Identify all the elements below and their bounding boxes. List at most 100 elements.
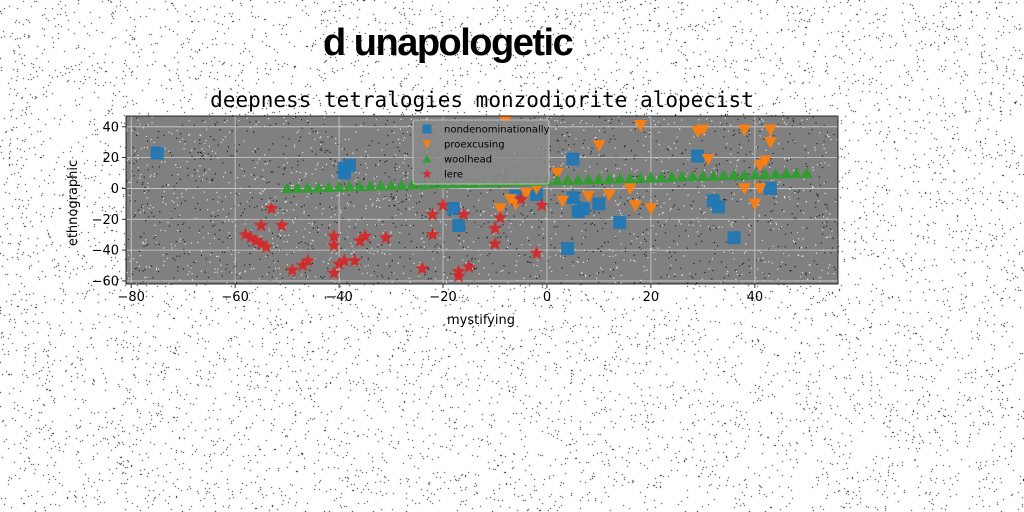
data-point: [274, 218, 289, 232]
y-tick-label: −40: [92, 244, 119, 259]
data-point: [737, 183, 751, 195]
data-point: [529, 245, 544, 260]
data-point: [582, 190, 596, 203]
data-point: [691, 149, 705, 163]
data-point: [748, 168, 761, 180]
data-point: [717, 169, 730, 181]
series-lere: [238, 191, 549, 283]
data-point: [358, 228, 373, 243]
data-point: [613, 172, 626, 184]
data-point: [487, 221, 503, 235]
legend-label: nondenominationally: [444, 125, 550, 136]
data-point: [758, 155, 772, 168]
plot-frame: [125, 115, 839, 285]
data-point: [711, 200, 725, 214]
data-point: [655, 171, 668, 183]
data-point: [759, 168, 772, 180]
data-point: [326, 265, 341, 280]
x-axis-label: mystifying: [447, 313, 515, 328]
data-point: [534, 197, 549, 212]
data-point: [753, 183, 767, 195]
legend-marker: [422, 154, 432, 163]
data-point: [238, 227, 253, 241]
data-point: [644, 171, 657, 183]
data-point: [530, 183, 544, 195]
legend-label: proexcusing: [444, 140, 505, 151]
data-point: [254, 236, 269, 250]
data-point: [451, 268, 466, 283]
data-point: [150, 146, 164, 160]
data-point: [353, 180, 366, 192]
legend-item: proexcusing: [422, 140, 505, 151]
data-point: [405, 178, 418, 190]
data-point: [624, 172, 637, 184]
data-point: [446, 201, 460, 215]
data-point: [456, 207, 471, 221]
data-point: [374, 179, 387, 191]
data-point: [461, 259, 477, 274]
data-point: [602, 189, 616, 202]
legend-label: lere: [444, 170, 463, 181]
data-point: [259, 239, 274, 254]
data-point: [727, 231, 741, 245]
data-point: [676, 170, 689, 182]
chart-title: deepness tetralogies monzodiorite alopec…: [210, 88, 754, 112]
data-point: [513, 191, 529, 206]
data-point: [312, 181, 325, 193]
data-point: [634, 171, 647, 183]
data-point: [763, 181, 777, 195]
legend-item: lere: [422, 168, 463, 181]
data-point: [592, 173, 605, 184]
data-point: [613, 215, 627, 229]
data-point: [364, 179, 377, 191]
legend-item: woolhead: [422, 154, 492, 166]
data-point: [603, 172, 616, 184]
data-point: [566, 152, 580, 166]
data-point: [281, 182, 294, 194]
data-point: [763, 137, 777, 149]
data-point: [332, 256, 347, 270]
data-point: [696, 170, 709, 181]
data-point: [686, 170, 699, 182]
data-point: [395, 179, 408, 190]
legend-label: woolhead: [444, 155, 492, 166]
data-point: [623, 183, 637, 195]
y-axis-label: ethnographic: [66, 160, 81, 246]
data-point: [566, 191, 580, 205]
data-point: [343, 180, 356, 192]
data-point: [352, 233, 367, 247]
legend: nondenominationally proexcusing woolhead le…: [412, 119, 550, 185]
data-point: [300, 253, 315, 267]
plot-noise: [126, 116, 839, 286]
y-tick-label: 40: [102, 120, 119, 135]
data-point: [592, 140, 606, 152]
data-point: [425, 207, 440, 221]
x-tick-label: −20: [429, 290, 456, 305]
data-point: [347, 253, 362, 267]
data-point: [576, 201, 590, 215]
data-point: [550, 167, 564, 180]
data-point: [337, 253, 352, 267]
figure-suptitle: d unapologetic: [323, 22, 574, 64]
data-point: [737, 124, 751, 137]
y-tick-label: 0: [111, 182, 119, 197]
data-point: [769, 167, 782, 179]
data-point: [291, 182, 304, 193]
data-point: [326, 238, 341, 252]
data-point: [285, 262, 300, 277]
data-point: [561, 242, 575, 256]
data-point: [628, 200, 642, 212]
legend-marker: [422, 168, 432, 179]
data-point: [790, 167, 803, 179]
data-point: [582, 173, 595, 185]
data-series: [150, 115, 813, 283]
data-point: [763, 124, 777, 137]
data-point: [301, 181, 314, 193]
legend-marker: [422, 140, 432, 149]
data-point: [264, 201, 279, 215]
x-tick-label: 0: [543, 290, 551, 305]
data-point: [696, 124, 710, 137]
data-point: [337, 166, 351, 180]
data-point: [556, 195, 570, 208]
